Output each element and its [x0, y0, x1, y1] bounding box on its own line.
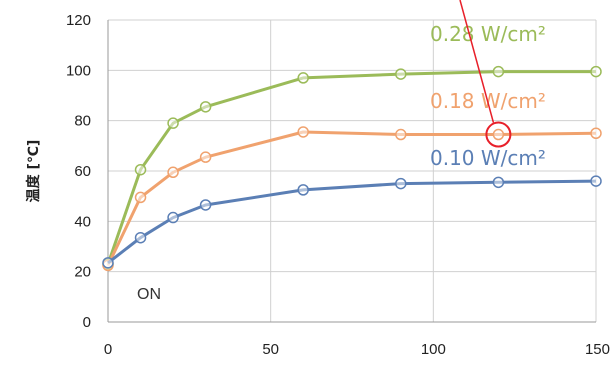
- series-0-point-5: [395, 68, 407, 80]
- series-2-point-1: [134, 231, 147, 244]
- highlight-pointer: [459, 0, 495, 123]
- series-line-2: [107, 179, 597, 265]
- highlight-circle: [485, 121, 512, 148]
- y-tick-label-60: 60: [74, 163, 91, 180]
- series-2-point-5: [395, 177, 407, 190]
- series-2-point-0: [102, 257, 114, 269]
- y-tick-label-100: 100: [66, 62, 91, 79]
- series-line-1: [106, 130, 597, 267]
- x-tick-label-50: 50: [262, 341, 279, 358]
- series-2-point-4: [297, 184, 309, 196]
- y-tick-label-80: 80: [74, 113, 91, 130]
- series-0-point-2: [167, 117, 179, 129]
- series-line-0: [106, 70, 596, 265]
- y-tick-label-40: 40: [74, 213, 91, 230]
- series-group: [102, 65, 602, 272]
- series-0-point-1: [134, 163, 147, 176]
- x-tick-label-0: 0: [104, 341, 112, 358]
- tick-labels: 0 20 40 60 80 100 120 0 50 100 150: [66, 12, 610, 358]
- series-2-point-3: [199, 199, 212, 211]
- series-1-point-3: [199, 151, 212, 163]
- series-label-2: 0.10 W/cm²: [430, 146, 546, 170]
- y-tick-label-0: 0: [83, 314, 91, 331]
- y-axis-label: 温度 [℃]: [25, 140, 42, 203]
- series-2-point-2: [167, 211, 179, 224]
- series-2-point-7: [590, 175, 602, 187]
- series-1-point-7: [590, 127, 602, 139]
- series-0-point-3: [199, 101, 212, 113]
- x-tick-label-100: 100: [421, 341, 446, 358]
- annotations: ON: [137, 0, 512, 303]
- series-0-point-4: [297, 72, 309, 84]
- series-0-point-7: [590, 65, 602, 78]
- series-1-point-5: [395, 128, 407, 141]
- axes: [107, 20, 596, 323]
- series-1-point-1: [134, 191, 147, 204]
- y-tick-label-20: 20: [74, 264, 91, 281]
- series-label-0: 0.28 W/cm²: [430, 22, 546, 46]
- y-tick-label-120: 120: [66, 12, 91, 29]
- series-2-point-6: [492, 176, 505, 189]
- x-tick-label-150: 150: [585, 341, 610, 358]
- series-1-point-2: [167, 166, 179, 179]
- series-1-point-6: [492, 128, 505, 141]
- series-1-point-4: [297, 126, 309, 138]
- series-0-point-6: [492, 65, 505, 78]
- on-label: ON: [137, 286, 161, 303]
